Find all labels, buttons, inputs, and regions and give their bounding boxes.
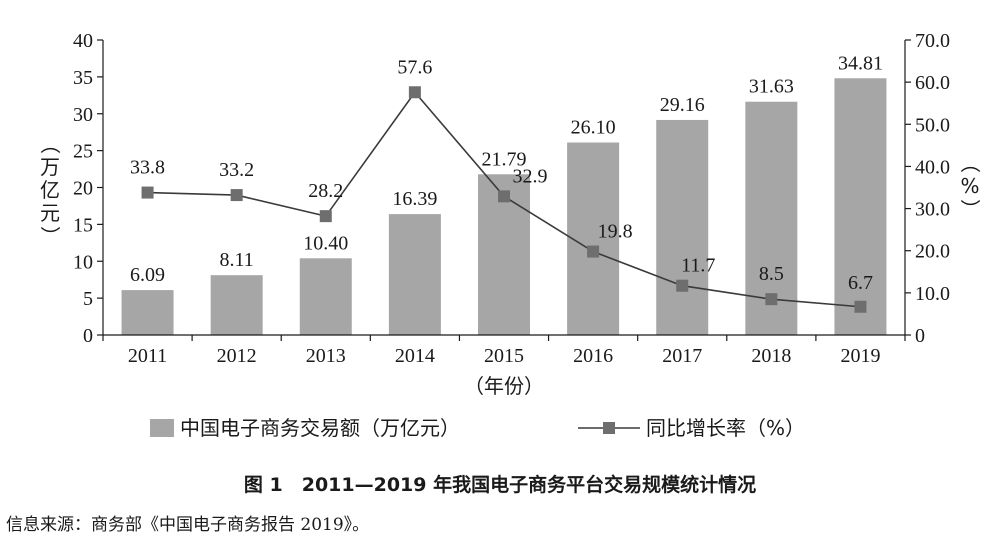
- y-right-tick-label: 10.0: [915, 283, 950, 305]
- axis-title-char: ）: [958, 199, 982, 219]
- axis-title-char: ）: [38, 226, 62, 246]
- y-left-tick-label: 35: [73, 67, 93, 89]
- x-tick-label: 2017: [662, 345, 702, 367]
- x-axis-title: （年份）: [464, 374, 544, 398]
- y-left-tick-label: 5: [83, 288, 93, 310]
- line-marker: [498, 190, 510, 203]
- axis-title-char: （: [38, 134, 62, 154]
- x-tick-label: 2014: [395, 345, 435, 367]
- x-tick-label: 2012: [217, 345, 257, 367]
- y-left-tick-label: 20: [73, 178, 93, 200]
- figure-caption: 图 1 2011—2019 年我国电子商务平台交易规模统计情况: [243, 474, 757, 496]
- line-marker: [141, 186, 154, 199]
- y-right-tick-label: 30.0: [915, 199, 950, 221]
- axis-title-char: %: [960, 174, 979, 198]
- line-marker: [587, 245, 600, 258]
- y-left-tick-label: 10: [73, 251, 93, 273]
- line-value-label: 33.2: [219, 159, 254, 181]
- line-marker: [408, 86, 421, 99]
- line-value-label: 8.5: [759, 263, 784, 285]
- line-value-label: 28.2: [308, 180, 343, 202]
- y-left-tick-label: 30: [73, 104, 93, 126]
- bar: [121, 290, 174, 335]
- x-tick-label: 2015: [484, 345, 524, 367]
- line-value-label: 32.9: [513, 165, 548, 187]
- x-tick-label: 2018: [751, 345, 791, 367]
- line-value-label: 57.6: [397, 56, 432, 78]
- x-tick-label: 2016: [573, 345, 613, 367]
- axis-title-char: （: [958, 153, 982, 173]
- axis-title-char: 元: [40, 201, 60, 225]
- line-value-label: 19.8: [598, 221, 633, 243]
- x-tick-label: 2011: [128, 345, 167, 367]
- x-tick-label: 2013: [306, 345, 346, 367]
- y-right-tick-label: 60.0: [915, 72, 950, 94]
- bar: [299, 258, 352, 335]
- x-tick-label: 2019: [840, 345, 880, 367]
- axis-title-char: 万: [40, 155, 60, 179]
- bar: [210, 275, 263, 335]
- bar-value-label: 21.79: [482, 148, 527, 170]
- y-left-tick-label: 15: [73, 214, 93, 236]
- line-marker: [230, 189, 243, 202]
- bar: [834, 78, 887, 336]
- bar-value-label: 6.09: [130, 264, 165, 286]
- bar: [567, 142, 620, 335]
- line-marker: [676, 279, 689, 292]
- source-note: 信息来源：商务部《中国电子商务报告 2019》。: [6, 515, 370, 535]
- bar-value-label: 29.16: [660, 94, 705, 116]
- line-value-label: 11.7: [681, 255, 715, 277]
- bar-value-label: 10.40: [303, 232, 348, 254]
- chart: 6.09 8.11 10.40 16.39 21.79 26.10 29.16 31.63 34…: [38, 30, 982, 440]
- y-right-tick-label: 70.0: [915, 30, 950, 52]
- y-left-tick-label: 0: [83, 325, 93, 347]
- legend-line-marker: [603, 422, 615, 434]
- bar-value-label: 34.81: [838, 52, 883, 74]
- y-right-tick-label: 20.0: [915, 241, 950, 263]
- legend-line-label: 同比增长率（%）: [646, 416, 805, 440]
- line-value-label: 33.8: [130, 157, 165, 179]
- axis-title-char: 亿: [40, 178, 60, 202]
- line-marker: [854, 300, 867, 313]
- line-marker: [319, 210, 332, 223]
- legend-bar-swatch: [150, 419, 174, 437]
- bar: [388, 214, 441, 335]
- bar-value-label: 31.63: [749, 76, 794, 98]
- bar: [656, 119, 709, 335]
- line-value-label: 6.7: [848, 272, 873, 294]
- legend-bar-label: 中国电子商务交易额（万亿元）: [180, 416, 460, 440]
- y-left-tick-label: 25: [73, 141, 93, 163]
- y-right-tick-label: 50.0: [915, 114, 950, 136]
- bar-value-label: 16.39: [392, 188, 437, 210]
- y-left-tick-label: 40: [73, 30, 93, 52]
- y-right-tick-label: 0: [915, 325, 925, 347]
- y-axis-right-title: （%）: [958, 153, 982, 219]
- bar-value-label: 26.10: [571, 117, 616, 139]
- y-axis-left-title: （万亿元）: [38, 134, 62, 246]
- y-right-tick-label: 40.0: [915, 156, 950, 178]
- line-marker: [765, 293, 778, 306]
- bar-value-label: 8.11: [220, 249, 254, 271]
